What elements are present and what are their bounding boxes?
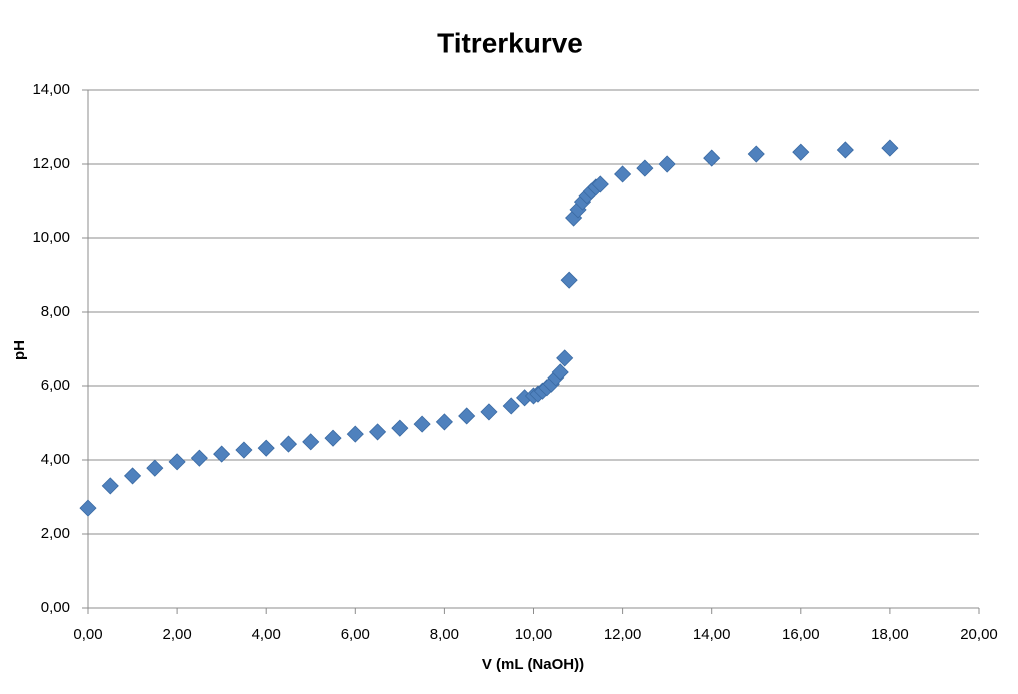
x-tick-label: 18,00 [871, 626, 909, 643]
data-point [502, 397, 520, 415]
data-point [591, 175, 609, 193]
data-point [324, 429, 342, 447]
data-point [123, 467, 142, 485]
data-point [168, 453, 186, 471]
data-point [747, 145, 765, 163]
data-point [346, 425, 364, 443]
data-point [279, 435, 298, 453]
x-tick-label: 20,00 [960, 626, 998, 643]
x-tick-label: 10,00 [515, 626, 553, 643]
data-point [881, 139, 899, 157]
data-point [836, 141, 854, 159]
y-tick-label: 8,00 [41, 303, 70, 320]
data-point [146, 459, 164, 477]
data-point [658, 155, 676, 173]
chart-title: Titrerkurve [437, 27, 583, 58]
data-point [369, 423, 387, 441]
data-point [302, 433, 320, 451]
data-point [480, 403, 498, 421]
x-tick-label: 6,00 [341, 626, 370, 643]
data-point [636, 159, 654, 177]
data-point [391, 419, 409, 437]
x-tick-label: 8,00 [430, 626, 459, 643]
y-tick-label: 4,00 [41, 451, 70, 468]
y-tick-label: 6,00 [41, 377, 70, 394]
x-tick-label: 12,00 [604, 626, 642, 643]
data-point [101, 477, 119, 495]
y-tick-label: 2,00 [41, 525, 70, 542]
data-point [556, 349, 574, 367]
data-point [458, 407, 476, 425]
y-axis-title: pH [11, 340, 28, 360]
y-tick-label: 14,00 [32, 81, 70, 98]
x-tick-label: 16,00 [782, 626, 820, 643]
data-point [703, 149, 721, 167]
x-tick-label: 0,00 [73, 626, 102, 643]
data-point [413, 415, 431, 433]
data-point [792, 143, 810, 161]
x-tick-label: 14,00 [693, 626, 731, 643]
data-point [235, 441, 253, 459]
data-point [435, 413, 453, 431]
data-point [614, 165, 632, 183]
data-point [190, 449, 208, 467]
y-tick-label: 10,00 [32, 229, 70, 246]
data-point [257, 439, 275, 457]
x-axis-title: V (mL (NaOH)) [482, 656, 584, 673]
data-point [79, 499, 97, 517]
data-point [551, 363, 569, 381]
x-tick-label: 2,00 [162, 626, 191, 643]
y-tick-label: 0,00 [41, 599, 70, 616]
y-tick-label: 12,00 [32, 155, 70, 172]
data-point [560, 271, 578, 289]
x-tick-label: 4,00 [252, 626, 281, 643]
data-point [213, 445, 231, 463]
